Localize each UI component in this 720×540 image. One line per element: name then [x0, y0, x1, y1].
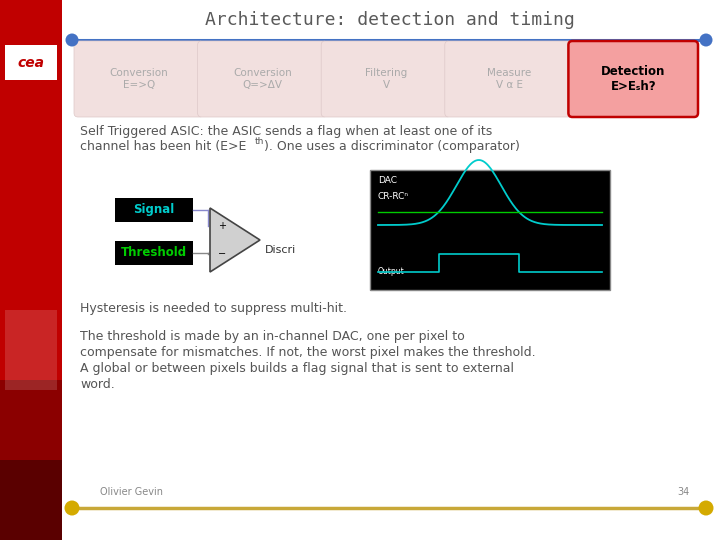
- FancyBboxPatch shape: [74, 41, 204, 117]
- FancyBboxPatch shape: [321, 41, 451, 117]
- Text: Filtering
V: Filtering V: [365, 68, 407, 90]
- Bar: [0, 460, 62, 540]
- Text: Discri: Discri: [265, 245, 296, 255]
- Bar: [0, 380, 62, 540]
- Circle shape: [698, 501, 714, 516]
- Text: Signal: Signal: [133, 204, 175, 217]
- Text: Hysteresis is needed to suppress multi-hit.: Hysteresis is needed to suppress multi-h…: [80, 302, 347, 315]
- Text: +: +: [218, 221, 226, 231]
- Text: Output: Output: [378, 267, 405, 276]
- FancyBboxPatch shape: [568, 41, 698, 117]
- Circle shape: [65, 501, 79, 516]
- Bar: [5, 45, 57, 80]
- Text: Architecture: detection and timing: Architecture: detection and timing: [205, 11, 575, 29]
- Text: DAC: DAC: [378, 176, 397, 185]
- Text: ). One uses a discriminator (comparator): ). One uses a discriminator (comparator): [264, 140, 520, 153]
- Bar: [115, 198, 193, 222]
- Text: cea: cea: [17, 56, 45, 70]
- Circle shape: [66, 33, 78, 46]
- FancyBboxPatch shape: [445, 41, 575, 117]
- Text: −: −: [218, 249, 226, 259]
- Bar: [115, 241, 193, 265]
- Text: Detection
E>Eₛh?: Detection E>Eₛh?: [601, 65, 665, 93]
- Text: compensate for mismatches. If not, the worst pixel makes the threshold.: compensate for mismatches. If not, the w…: [80, 346, 536, 359]
- Text: th: th: [255, 137, 264, 146]
- Text: 34: 34: [678, 487, 690, 497]
- Polygon shape: [210, 208, 260, 272]
- Bar: [5, 310, 57, 390]
- Text: channel has been hit (E>E: channel has been hit (E>E: [80, 140, 246, 153]
- Text: CR-RCⁿ: CR-RCⁿ: [378, 192, 409, 201]
- Text: A global or between pixels builds a flag signal that is sent to external: A global or between pixels builds a flag…: [80, 362, 514, 375]
- Bar: [0, 0, 62, 540]
- Text: word.: word.: [80, 378, 114, 391]
- Text: Olivier Gevin: Olivier Gevin: [100, 487, 163, 497]
- Circle shape: [700, 33, 713, 46]
- Text: Threshold: Threshold: [121, 246, 187, 260]
- Text: Conversion
Q=>ΔV: Conversion Q=>ΔV: [233, 68, 292, 90]
- Text: Conversion
E=>Q: Conversion E=>Q: [109, 68, 168, 90]
- Text: The threshold is made by an in-channel DAC, one per pixel to: The threshold is made by an in-channel D…: [80, 330, 464, 343]
- Bar: [370, 170, 610, 290]
- Text: Measure
V α E: Measure V α E: [487, 68, 532, 90]
- FancyBboxPatch shape: [197, 41, 327, 117]
- Text: Self Triggered ASIC: the ASIC sends a flag when at least one of its: Self Triggered ASIC: the ASIC sends a fl…: [80, 125, 492, 138]
